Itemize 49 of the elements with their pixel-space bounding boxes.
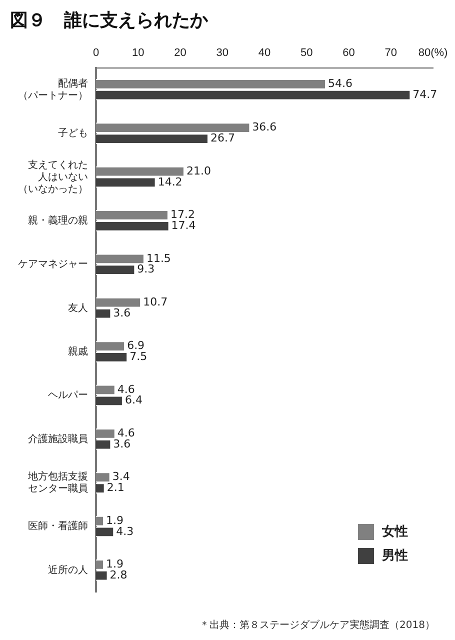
data-label: 54.6 (328, 77, 353, 90)
data-label: 4.6 (117, 382, 135, 396)
data-label: 26.7 (210, 132, 235, 145)
y-tick-label: 子ども (58, 128, 88, 140)
x-tick-label: 50 (300, 47, 313, 60)
x-tick-label: 80(%) (418, 47, 448, 60)
y-tick-label: 配偶者（パートナー） (18, 77, 88, 102)
y-tick-label: 支えてくれた人はいない（いなかった） (18, 158, 88, 195)
data-label: 1.9 (106, 558, 124, 571)
data-label: 7.5 (130, 350, 148, 364)
data-label: 2.1 (106, 481, 124, 494)
y-tick-label: 介護施設職員 (28, 432, 88, 445)
data-label: 4.6 (117, 426, 135, 440)
x-tick-label: 30 (216, 47, 228, 60)
y-tick-label: 医師・看護師 (28, 520, 88, 532)
y-tick-label: 近所の人 (48, 564, 88, 576)
data-label: 3.6 (113, 306, 131, 320)
data-label: 14.2 (158, 175, 182, 188)
data-label: 3.6 (113, 437, 131, 450)
data-label: 2.8 (110, 568, 128, 582)
data-label: 10.7 (143, 295, 168, 308)
data-label: 36.6 (252, 120, 277, 134)
x-tick-label: 10 (132, 47, 144, 60)
y-tick-label: 親戚 (68, 345, 88, 358)
x-tick-label: 60 (342, 47, 355, 60)
y-tick-label: ヘルパー (48, 390, 88, 402)
y-tick-label: 親・義理の親 (28, 214, 88, 226)
y-tick-label: 地方包括支援センター職員 (27, 470, 88, 495)
data-label: 21.0 (186, 164, 211, 178)
data-label: 9.3 (137, 262, 155, 276)
data-label: 17.2 (170, 208, 195, 222)
data-label: 6.9 (127, 339, 145, 352)
y-tick-label: ケアマネジャー (18, 259, 88, 270)
data-label: 11.5 (146, 252, 171, 265)
legend-label: 女性 (381, 524, 408, 540)
x-tick-label: 40 (258, 47, 271, 60)
x-tick-label: 70 (384, 47, 397, 60)
legend-label: 男性 (381, 548, 408, 564)
data-label: 6.4 (124, 394, 142, 407)
data-label: 4.3 (116, 524, 134, 538)
text: ＊出典：第８ステージダブルケア実態調査（2018） (200, 618, 435, 632)
x-tick-label: 20 (174, 47, 186, 60)
data-label: 1.9 (106, 514, 124, 527)
x-tick-label: 0 (92, 47, 100, 60)
data-label: 3.4 (112, 470, 130, 484)
y-tick-label: 友人 (68, 302, 88, 314)
chart-title: 図９ 誰に支えられたか (10, 10, 209, 30)
data-label: 17.4 (171, 219, 196, 232)
data-label: 74.7 (412, 88, 438, 101)
